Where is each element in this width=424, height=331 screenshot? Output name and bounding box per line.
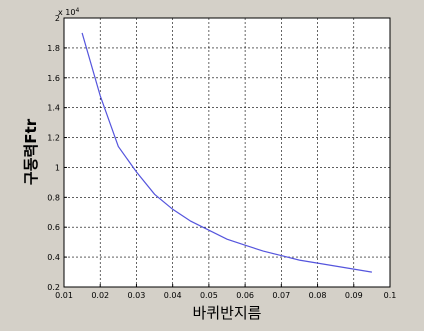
y-tick-label: 1.2 xyxy=(47,134,60,143)
axis-ticks: 0.01 0.02 0.03 0.04 0.05 0.06 0.07 0.08 0.09 0.1 0… xyxy=(47,14,396,300)
series-line xyxy=(81,32,372,273)
y-tick-label: 1.8 xyxy=(47,44,60,53)
y-axis-label: 구동력Ftr xyxy=(22,118,40,185)
grid-lines xyxy=(64,18,390,287)
x-tick-label: 0.05 xyxy=(200,291,218,300)
y-multiplier: x 104 xyxy=(58,7,79,17)
x-tick-label: 0.07 xyxy=(272,291,290,300)
x-tick-label: 0.06 xyxy=(236,291,254,300)
x-axis-label: 바퀴반지름 xyxy=(192,304,261,322)
x-tick-label: 0.02 xyxy=(91,291,109,300)
y-multiplier-exponent: 4 xyxy=(75,7,79,14)
y-tick-label: 1.4 xyxy=(47,104,60,113)
x-tick-label: 0.01 xyxy=(55,291,73,300)
y-tick-label: 0.4 xyxy=(47,253,60,262)
x-tick-label: 0.03 xyxy=(128,291,146,300)
y-tick-label: 1 xyxy=(55,163,60,172)
y-tick-label: 1.6 xyxy=(47,74,60,83)
y-tick-label: 2 xyxy=(55,14,60,23)
x-tick-label: 0.08 xyxy=(309,291,327,300)
y-tick-label: 0.2 xyxy=(47,283,60,292)
x-tick-label: 0.04 xyxy=(164,291,182,300)
plot-area xyxy=(63,17,391,288)
y-tick-label: 0.6 xyxy=(47,223,60,232)
y-tick-label: 0.8 xyxy=(47,193,60,202)
x-tick-label: 0.1 xyxy=(384,291,397,300)
y-multiplier-base: x 10 xyxy=(58,8,75,17)
series-lines xyxy=(81,32,372,273)
x-tick-label: 0.09 xyxy=(345,291,363,300)
